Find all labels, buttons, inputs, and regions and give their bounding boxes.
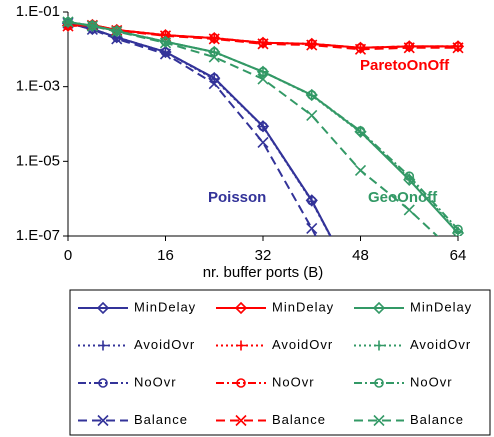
point [306, 109, 318, 121]
point [258, 67, 268, 77]
point [354, 43, 367, 55]
legend-marker [374, 340, 384, 351]
point [258, 121, 268, 132]
legend-label: AvoidOvr [134, 337, 195, 352]
legend-label: Balance [134, 412, 188, 427]
legend-marker [96, 301, 110, 315]
point [208, 33, 220, 45]
annotation: Poisson [208, 189, 266, 206]
x-tick-label: 32 [255, 247, 272, 264]
legend-label: Balance [272, 412, 326, 427]
legend-label: NoOvr [410, 374, 453, 389]
point [306, 222, 318, 234]
series-line [67, 22, 332, 236]
annotation: ParetoOnOff [360, 57, 450, 74]
annotation: GeoOnoff [368, 189, 438, 206]
series-line [67, 21, 439, 236]
point [159, 37, 172, 49]
point [403, 204, 415, 216]
x-axis-label: nr. buffer ports (B) [203, 264, 324, 281]
legend-label: Balance [410, 412, 464, 427]
point [306, 39, 318, 51]
legend-marker [97, 414, 109, 427]
legend-marker [373, 414, 385, 427]
point [404, 171, 415, 181]
legend-label: MinDelay [410, 299, 472, 314]
point [452, 42, 464, 54]
legend-marker [372, 301, 386, 315]
point [403, 42, 415, 54]
legend-label: AvoidOvr [410, 337, 471, 352]
point [306, 90, 317, 100]
plot-area [61, 15, 465, 236]
point [306, 195, 317, 206]
legend-box [69, 289, 491, 436]
series-line [67, 21, 459, 231]
legend-label: NoOvr [134, 374, 177, 389]
legend-marker [374, 378, 384, 388]
point [257, 73, 269, 85]
point [62, 16, 74, 28]
legend-label: MinDelay [272, 299, 334, 314]
legend-marker [236, 340, 246, 351]
series-line [67, 22, 332, 236]
legend-marker [98, 378, 108, 388]
legend-marker [234, 301, 248, 315]
legend-label: NoOvr [272, 374, 315, 389]
x-tick-label: 16 [157, 247, 174, 264]
legend-marker [98, 340, 108, 351]
x-tick-label: 48 [352, 247, 369, 264]
x-tick-label: 0 [64, 247, 72, 264]
series-line [67, 22, 332, 236]
point [453, 224, 463, 235]
legend-label: MinDelay [134, 299, 196, 314]
point [111, 25, 123, 38]
series-line [67, 21, 459, 233]
point [355, 126, 366, 136]
y-tick-label: 1.E-05 [16, 152, 60, 169]
point [354, 164, 367, 177]
y-tick-label: 1.E-07 [16, 227, 60, 244]
legend-marker [235, 414, 247, 427]
point [159, 48, 172, 60]
legend-label: AvoidOvr [272, 337, 333, 352]
point [257, 38, 269, 50]
legend-marker [236, 378, 246, 388]
y-tick-label: 1.E-01 [16, 3, 60, 20]
y-tick-label: 1.E-03 [16, 78, 60, 95]
point [86, 20, 98, 32]
point [160, 47, 171, 57]
point [208, 51, 220, 63]
x-tick-label: 64 [450, 247, 467, 264]
point [208, 78, 220, 90]
point [257, 136, 269, 149]
